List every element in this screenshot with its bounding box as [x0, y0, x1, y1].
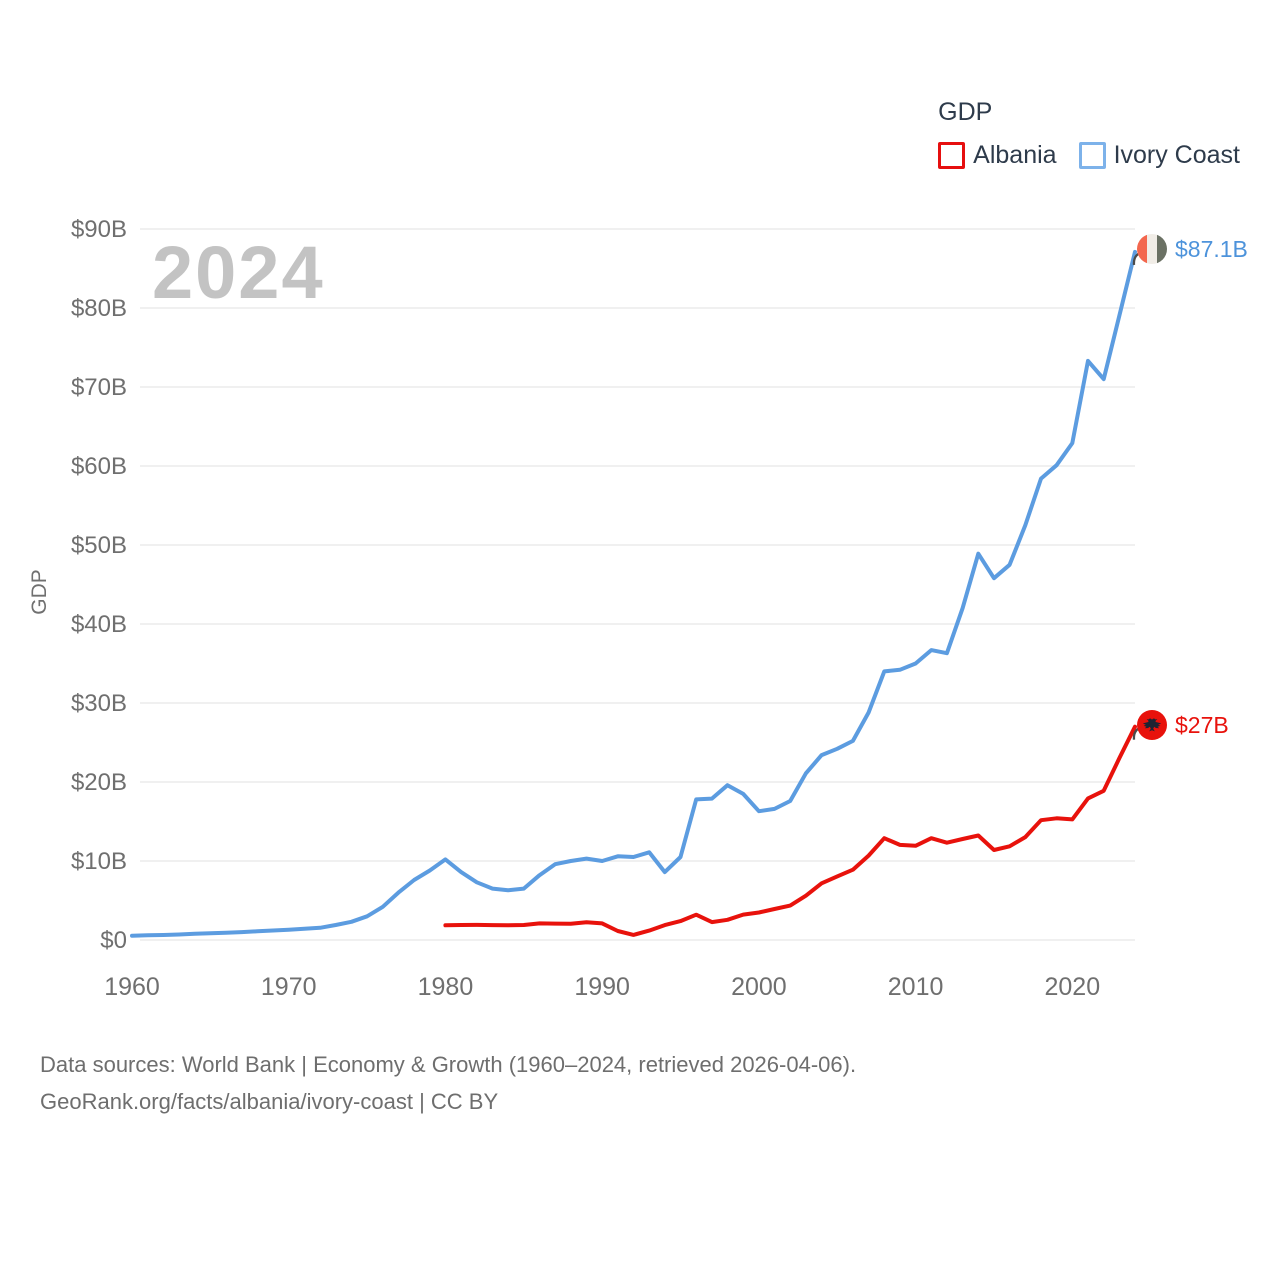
legend-label-albania: Albania	[973, 141, 1057, 169]
y-tick-label: $0	[100, 927, 127, 954]
x-tick-label: 1980	[418, 973, 474, 1001]
albania-end-value: $27B	[1175, 711, 1229, 738]
y-tick-label: $20B	[71, 769, 127, 796]
ivory-coast-flag-icon	[1137, 234, 1167, 264]
albania-end-label: $27B	[1137, 710, 1229, 740]
x-tick-label: 1960	[104, 973, 160, 1001]
legend-title: GDP	[938, 98, 993, 126]
albania-series-swatch-icon	[938, 142, 966, 169]
x-tick-label: 1990	[574, 973, 630, 1001]
y-tick-label: $60B	[71, 453, 127, 480]
x-tick-label: 1970	[261, 973, 317, 1001]
x-tick-label: 2020	[1045, 973, 1101, 1001]
footer-attribution: Data sources: World Bank | Economy & Gro…	[40, 1046, 856, 1120]
y-axis-title: GDP	[28, 569, 51, 615]
ivory-coast-end-label: $87.1B	[1137, 234, 1248, 264]
series-line-albania[interactable]	[443, 724, 1137, 937]
y-tick-label: $40B	[71, 611, 127, 638]
ivory-coast-end-value: $87.1B	[1175, 235, 1248, 262]
series-line-ivory-coast[interactable]	[130, 249, 1137, 938]
y-tick-label: $50B	[71, 532, 127, 559]
y-tick-label: $10B	[71, 848, 127, 875]
legend-item-albania[interactable]: Albania	[938, 141, 1057, 170]
ivory-coast-series-swatch-icon	[1078, 142, 1106, 169]
y-tick-label: $90B	[71, 216, 127, 243]
y-tick-label: $80B	[71, 295, 127, 322]
chart-legend: GDP Albania Ivory Coast	[938, 98, 1240, 170]
footer-url: GeoRank.org/facts/albania/ivory-coast | …	[40, 1089, 499, 1114]
legend-row: Albania Ivory Coast	[938, 141, 1240, 170]
footer-data-sources: Data sources: World Bank | Economy & Gro…	[40, 1052, 857, 1077]
x-tick-label: 2000	[731, 973, 787, 1001]
y-tick-label: $30B	[71, 690, 127, 717]
legend-label-ivory-coast: Ivory Coast	[1113, 141, 1240, 169]
x-tick-label: 2010	[888, 973, 944, 1001]
watermark-year: 2024	[152, 231, 325, 314]
albania-flag-icon	[1137, 710, 1167, 740]
y-tick-label: $70B	[71, 374, 127, 401]
legend-item-ivory-coast[interactable]: Ivory Coast	[1078, 141, 1240, 170]
